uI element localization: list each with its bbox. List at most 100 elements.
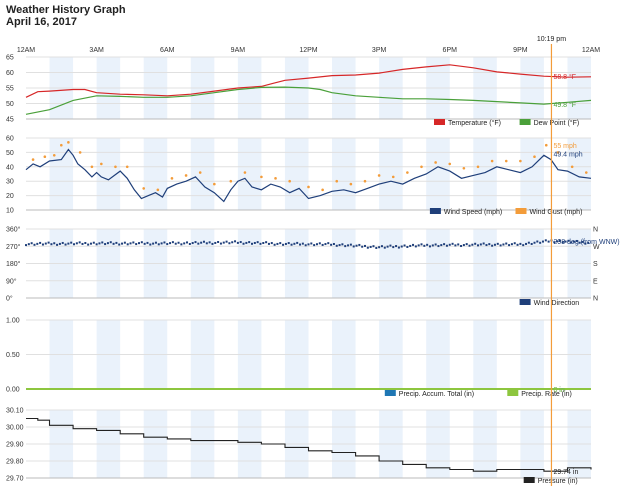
wind-direction-point[interactable] [349,243,352,246]
wind-gust-point[interactable] [504,159,508,163]
wind-gust-point[interactable] [100,162,103,166]
wind-gust-point[interactable] [52,153,56,157]
series-line[interactable] [25,64,592,98]
wind-direction-point[interactable] [194,241,197,244]
wind-direction-point[interactable] [121,242,124,245]
wind-direction-point[interactable] [471,243,474,246]
wind-gust-point[interactable] [213,182,216,186]
series-line[interactable] [25,148,592,203]
wind-direction-point[interactable] [75,242,78,245]
wind-direction-point[interactable] [513,242,516,245]
wind-direction-point[interactable] [160,242,163,245]
wind-direction-point[interactable] [50,243,53,246]
wind-direction-point[interactable] [556,240,559,243]
wind-direction-point[interactable] [361,245,364,248]
wind-direction-point[interactable] [44,242,47,245]
wind-gust-point[interactable] [31,158,35,161]
wind-direction-point[interactable] [454,244,457,247]
wind-gust-point[interactable] [462,166,466,170]
wind-direction-point[interactable] [468,244,471,247]
wind-direction-point[interactable] [423,244,426,247]
wind-direction-point[interactable] [273,243,276,246]
wind-direction-point[interactable] [581,240,584,243]
wind-direction-point[interactable] [516,243,519,246]
legend-swatch[interactable] [429,208,441,214]
wind-direction-point[interactable] [406,245,409,248]
wind-direction-point[interactable] [169,242,172,245]
wind-direction-point[interactable] [36,242,39,245]
wind-direction-point[interactable] [412,243,415,246]
wind-direction-point[interactable] [89,242,92,245]
wind-direction-point[interactable] [27,243,30,246]
wind-direction-point[interactable] [553,241,556,244]
wind-direction-point[interactable] [171,241,174,244]
wind-direction-point[interactable] [558,239,561,242]
wind-direction-point[interactable] [296,241,299,244]
wind-direction-point[interactable] [259,242,262,245]
wind-gust-point[interactable] [78,151,82,154]
wind-gust-point[interactable] [349,182,353,186]
wind-gust-point[interactable] [67,141,70,144]
wind-gust-point[interactable] [391,175,395,179]
wind-direction-point[interactable] [118,243,121,246]
wind-direction-point[interactable] [491,244,494,247]
wind-direction-point[interactable] [293,242,296,245]
wind-direction-point[interactable] [324,243,327,246]
wind-gust-point[interactable] [142,187,146,190]
wind-gust-point[interactable] [90,165,94,169]
wind-direction-point[interactable] [186,241,189,244]
wind-direction-point[interactable] [81,242,84,245]
wind-gust-point[interactable] [570,165,574,169]
wind-direction-point[interactable] [525,242,528,245]
wind-direction-point[interactable] [502,243,505,246]
wind-direction-point[interactable] [437,245,440,248]
wind-direction-point[interactable] [318,242,321,245]
wind-direction-point[interactable] [180,243,183,246]
wind-direction-point[interactable] [33,243,36,246]
wind-direction-point[interactable] [344,245,347,248]
wind-direction-point[interactable] [533,241,536,244]
wind-direction-point[interactable] [301,242,304,245]
wind-direction-point[interactable] [138,242,140,245]
wind-direction-point[interactable] [287,242,290,245]
wind-direction-point[interactable] [341,243,344,246]
wind-gust-point[interactable] [533,155,536,159]
series-line[interactable] [26,417,592,472]
wind-direction-point[interactable] [389,244,392,247]
wind-direction-point[interactable] [499,244,502,247]
legend-swatch[interactable] [507,390,519,396]
wind-gust-point[interactable] [406,171,409,174]
legend-swatch[interactable] [434,119,445,125]
wind-gust-point[interactable] [321,188,324,192]
wind-gust-point[interactable] [490,159,494,163]
wind-direction-point[interactable] [547,240,550,243]
wind-direction-point[interactable] [253,241,256,244]
wind-direction-point[interactable] [39,241,42,244]
wind-direction-point[interactable] [358,243,361,246]
wind-direction-point[interactable] [248,241,251,244]
wind-direction-point[interactable] [279,242,282,245]
wind-direction-point[interactable] [519,242,522,245]
wind-direction-point[interactable] [539,241,542,244]
wind-direction-point[interactable] [372,245,375,248]
wind-direction-point[interactable] [109,241,112,244]
wind-direction-point[interactable] [570,241,573,244]
wind-direction-point[interactable] [123,241,126,244]
wind-direction-point[interactable] [397,246,400,249]
wind-direction-point[interactable] [73,243,76,246]
wind-direction-point[interactable] [307,243,310,246]
wind-direction-point[interactable] [61,241,64,244]
wind-direction-point[interactable] [140,241,143,244]
wind-direction-point[interactable] [104,243,107,246]
wind-direction-point[interactable] [135,243,138,246]
wind-direction-point[interactable] [282,243,285,246]
wind-direction-point[interactable] [366,246,369,249]
wind-direction-point[interactable] [462,244,465,247]
wind-gust-point[interactable] [420,165,423,169]
wind-direction-point[interactable] [132,241,135,244]
wind-direction-point[interactable] [78,241,81,244]
wind-gust-point[interactable] [377,174,381,177]
wind-direction-point[interactable] [149,243,152,246]
wind-direction-point[interactable] [98,242,101,245]
